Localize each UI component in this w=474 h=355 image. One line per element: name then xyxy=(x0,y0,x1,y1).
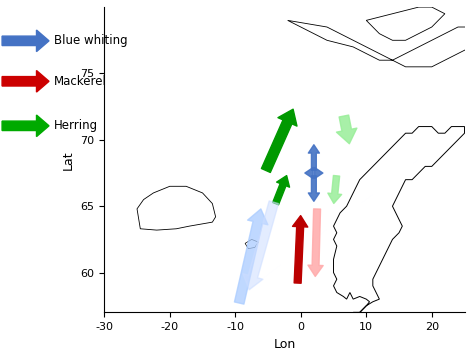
X-axis label: Lon: Lon xyxy=(273,338,295,351)
Text: Blue whiting: Blue whiting xyxy=(54,34,128,47)
Y-axis label: Lat: Lat xyxy=(62,150,75,170)
FancyArrow shape xyxy=(2,71,49,92)
Polygon shape xyxy=(137,186,216,230)
Polygon shape xyxy=(366,7,445,40)
Polygon shape xyxy=(334,127,465,312)
Text: Herring: Herring xyxy=(54,119,98,132)
Text: Mackerel: Mackerel xyxy=(54,75,107,88)
FancyArrow shape xyxy=(2,115,49,137)
FancyArrow shape xyxy=(2,30,49,51)
Polygon shape xyxy=(288,20,474,67)
Polygon shape xyxy=(245,239,258,249)
